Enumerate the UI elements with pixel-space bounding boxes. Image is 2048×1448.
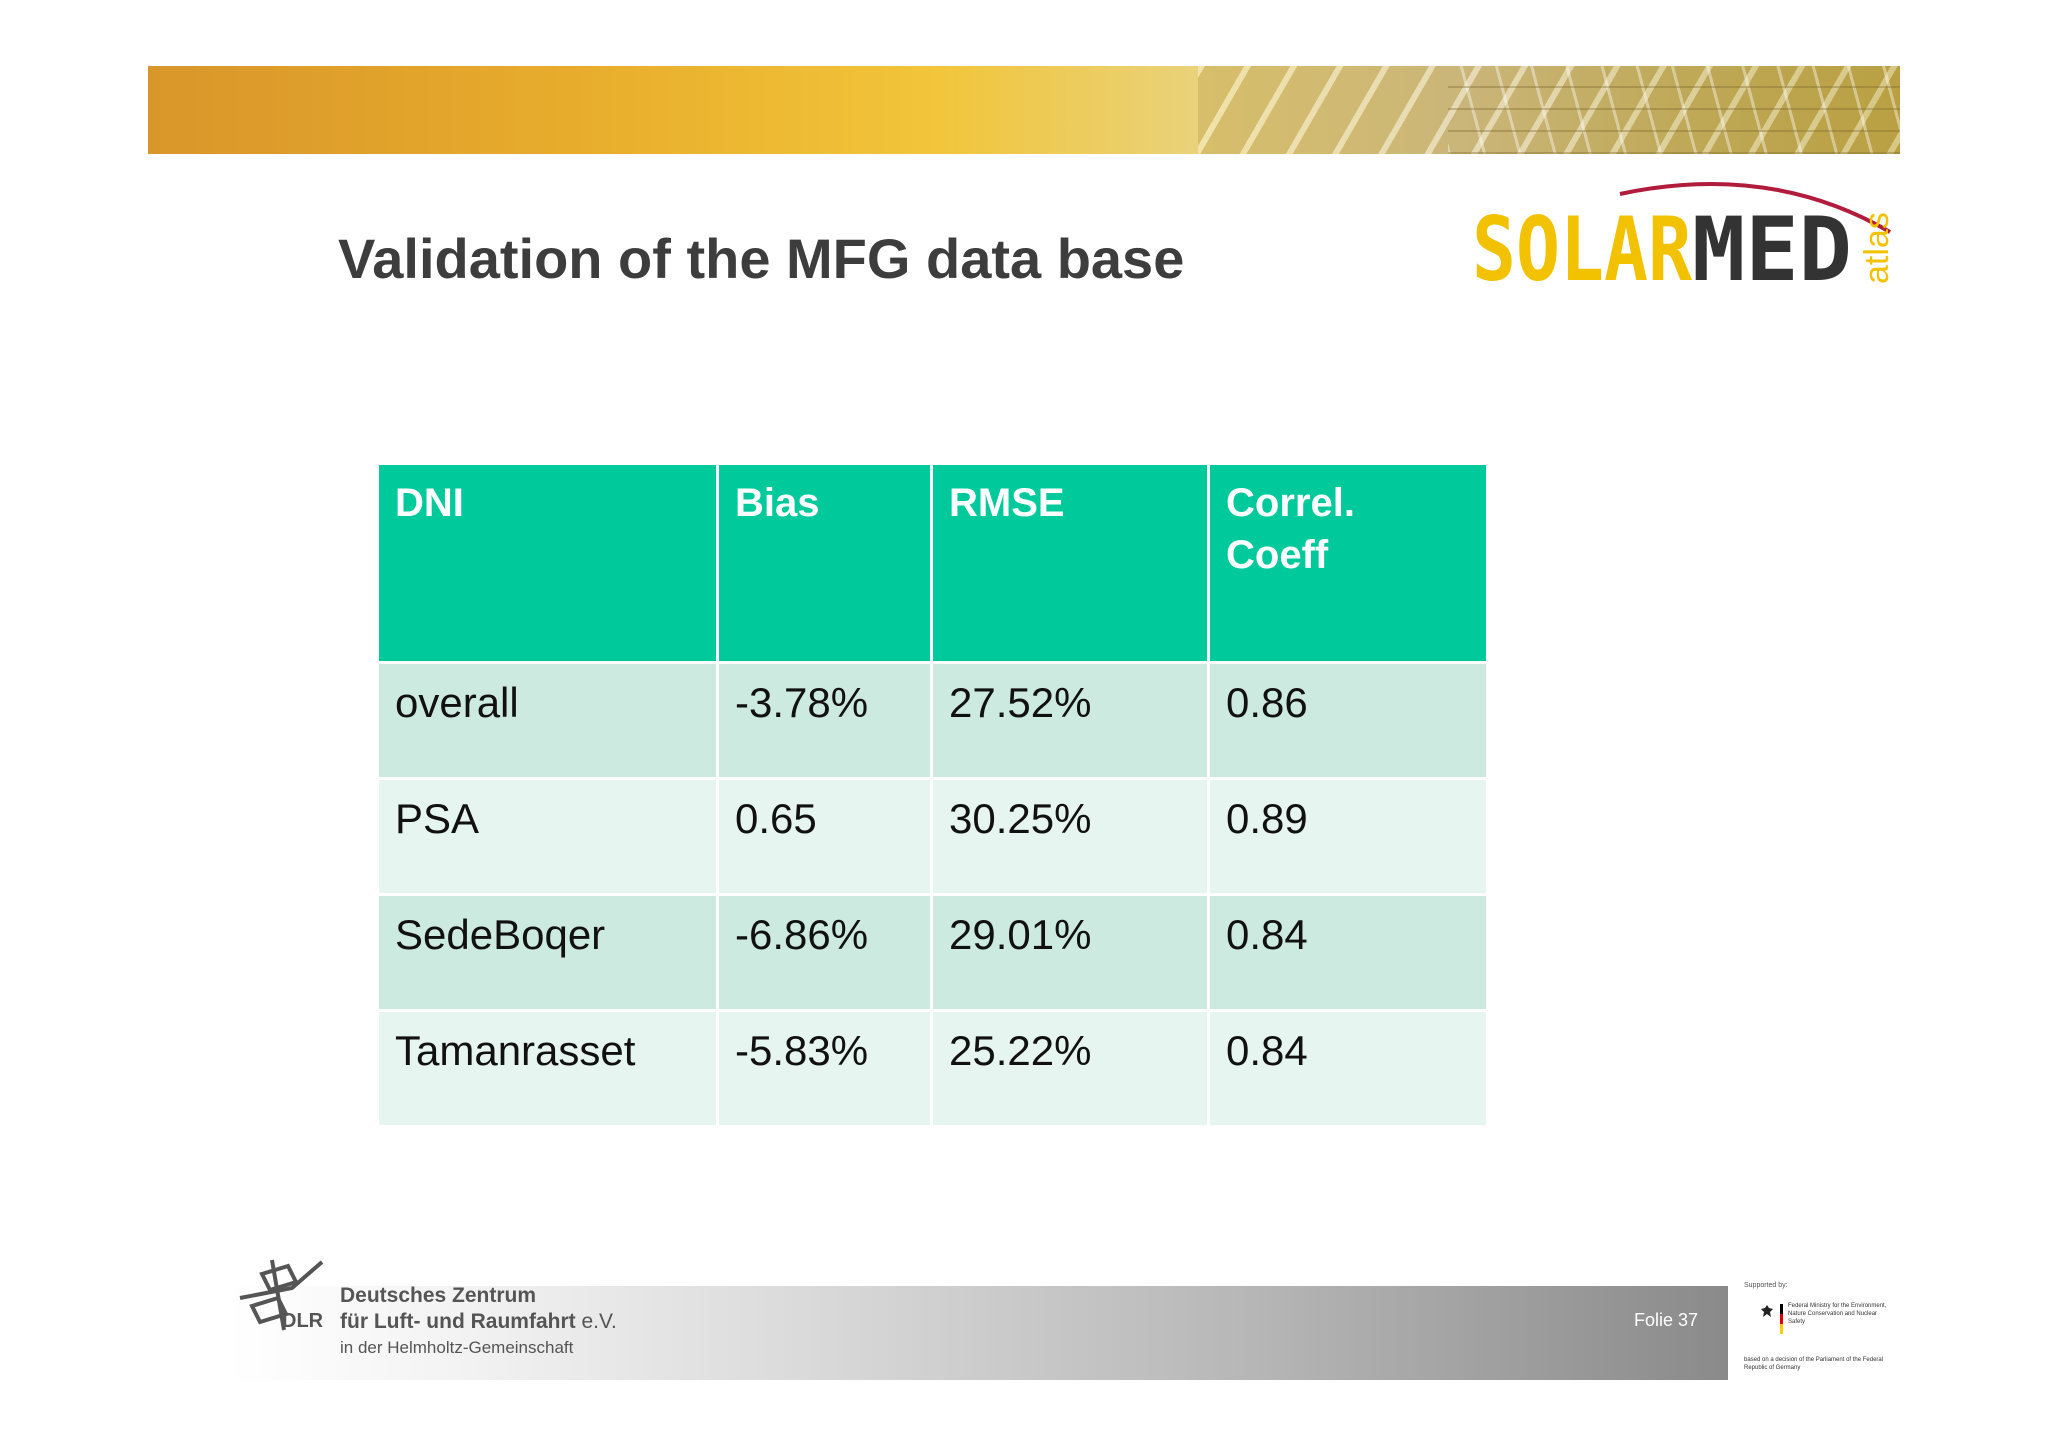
ministry-name: Federal Ministry for the Environment, Na… bbox=[1788, 1303, 1887, 1325]
table-header-row: DNI Bias RMSE Correl. Coeff bbox=[379, 465, 1486, 661]
cell-site: Tamanrasset bbox=[379, 1012, 716, 1125]
table-row: Tamanrasset -5.83% 25.22% 0.84 bbox=[379, 1012, 1486, 1125]
header-rmse: RMSE bbox=[933, 465, 1207, 661]
dlr-org-name-line2: für Luft- und Raumfahrt e.V. bbox=[340, 1310, 617, 1334]
cell-bias: 0.65 bbox=[719, 780, 930, 893]
header-correl-coeff: Correl. Coeff bbox=[1210, 465, 1486, 661]
cell-site: PSA bbox=[379, 780, 716, 893]
table-row: PSA 0.65 30.25% 0.89 bbox=[379, 780, 1486, 893]
cell-rmse: 27.52% bbox=[933, 664, 1207, 777]
dlr-logo-icon bbox=[239, 1259, 324, 1331]
support-label: Supported by: bbox=[1744, 1282, 1788, 1289]
german-flag-icon bbox=[1780, 1304, 1783, 1334]
footer-gradient-bar bbox=[230, 1286, 1728, 1380]
dlr-org-name-line1: Deutsches Zentrum bbox=[340, 1284, 537, 1307]
banner-solar-field-texture bbox=[1448, 66, 1900, 154]
slide-title: Validation of the MFG data base bbox=[338, 227, 1185, 290]
cell-bias: -5.83% bbox=[719, 1012, 930, 1125]
dlr-abbreviation: DLR bbox=[282, 1310, 324, 1332]
cell-correl: 0.89 bbox=[1210, 780, 1486, 893]
logo-word-med: MED bbox=[1692, 198, 1852, 301]
logo-word-solar: SOLAR bbox=[1472, 198, 1692, 301]
dlr-org-name-line2-text: für Luft- und Raumfahrt bbox=[340, 1310, 576, 1333]
slide-number: Folie 37 bbox=[1634, 1310, 1699, 1330]
cell-rmse: 25.22% bbox=[933, 1012, 1207, 1125]
cell-rmse: 29.01% bbox=[933, 896, 1207, 1009]
header-bias: Bias bbox=[719, 465, 930, 661]
cell-correl: 0.84 bbox=[1210, 1012, 1486, 1125]
header-dni: DNI bbox=[379, 465, 716, 661]
header-correl-coeff-label: Correl. Coeff bbox=[1226, 481, 1355, 577]
federal-eagle-icon bbox=[1761, 1305, 1773, 1317]
logo-word-atlas: atlas bbox=[1858, 212, 1896, 284]
table-row: overall -3.78% 27.52% 0.86 bbox=[379, 664, 1486, 777]
banner-texture bbox=[1198, 66, 1900, 154]
ministry-support-logo: Supported by: Federal Ministry for the E… bbox=[1744, 1282, 1894, 1378]
cell-correl: 0.86 bbox=[1210, 664, 1486, 777]
cell-bias: -3.78% bbox=[719, 664, 930, 777]
solarmed-atlas-logo: SOLAR MED atlas bbox=[1472, 182, 1896, 301]
header-banner-image bbox=[148, 66, 1900, 154]
cell-site: SedeBoqer bbox=[379, 896, 716, 1009]
validation-table: DNI Bias RMSE Correl. Coeff overall -3.7… bbox=[376, 462, 1489, 1128]
cell-site: overall bbox=[379, 664, 716, 777]
parliament-decision: based on a decision of the Parliament of… bbox=[1744, 1357, 1884, 1371]
table-row: SedeBoqer -6.86% 29.01% 0.84 bbox=[379, 896, 1486, 1009]
cell-correl: 0.84 bbox=[1210, 896, 1486, 1009]
dlr-org-suffix: e.V. bbox=[581, 1310, 617, 1333]
dlr-org-name-line3: in der Helmholtz-Gemeinschaft bbox=[340, 1338, 574, 1357]
logo-arc bbox=[1619, 182, 1892, 234]
cell-bias: -6.86% bbox=[719, 896, 930, 1009]
cell-rmse: 30.25% bbox=[933, 780, 1207, 893]
